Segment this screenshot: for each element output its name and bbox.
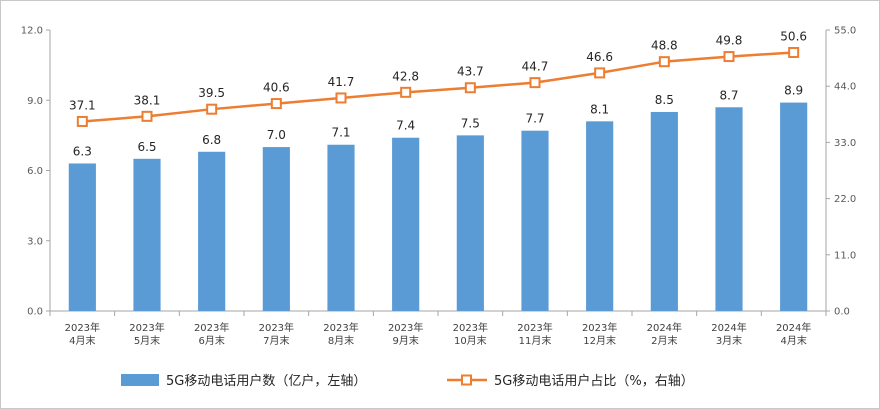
x-tick-label-month: 7月末 <box>263 334 289 347</box>
line-data-label: 42.8 <box>392 69 419 83</box>
right-axis-tick-label: 55.0 <box>834 26 856 37</box>
bar <box>586 121 614 311</box>
bar <box>521 130 549 311</box>
line-marker <box>206 103 218 115</box>
x-tick-label-month: 6月末 <box>198 334 224 347</box>
bar <box>262 147 290 311</box>
line-data-label: 49.8 <box>716 34 743 48</box>
bar-data-label: 7.1 <box>331 126 350 140</box>
bar-data-label: 6.5 <box>137 140 156 154</box>
right-axis-tick-label: 11.0 <box>834 250 856 261</box>
line-marker <box>270 98 282 110</box>
line-marker <box>788 46 800 58</box>
x-tick-label-year: 2023年 <box>194 321 229 334</box>
bar <box>327 144 355 311</box>
x-tick-label-year: 2024年 <box>711 321 746 334</box>
line-data-label: 44.7 <box>522 60 549 74</box>
line-marker <box>141 110 153 122</box>
x-tick-label-year: 2024年 <box>776 321 811 334</box>
x-tick-label-year: 2023年 <box>517 321 552 334</box>
bar-data-label: 6.3 <box>73 144 92 158</box>
line-marker <box>400 86 412 98</box>
x-tick-label-month: 8月末 <box>328 334 354 347</box>
line-marker <box>658 56 670 68</box>
bar-data-label: 8.5 <box>655 93 674 107</box>
line-marker <box>464 82 476 94</box>
left-axis-tick-label: 12.0 <box>21 26 43 37</box>
line-data-label: 41.7 <box>328 75 355 89</box>
bar <box>133 158 161 311</box>
bar <box>780 102 808 311</box>
bar-data-label: 8.1 <box>590 102 609 116</box>
bar-data-label: 7.0 <box>267 128 286 142</box>
x-tick-label-month: 9月末 <box>392 334 418 347</box>
x-tick-label-month: 12月末 <box>583 334 616 347</box>
bar <box>68 163 96 311</box>
line-marker <box>529 77 541 89</box>
bar-data-label: 8.7 <box>719 88 738 102</box>
x-tick-label-year: 2024年 <box>647 321 682 334</box>
bar <box>650 111 678 311</box>
bar <box>715 107 743 312</box>
line-data-label: 50.6 <box>780 29 807 43</box>
x-tick-label-year: 2023年 <box>388 321 423 334</box>
line-marker <box>76 115 88 127</box>
line-data-label: 43.7 <box>457 65 484 79</box>
x-tick-label-year: 2023年 <box>65 321 100 334</box>
left-axis-tick-label: 0.0 <box>27 307 43 318</box>
x-tick-label-month: 4月末 <box>780 334 806 347</box>
bar <box>392 137 420 311</box>
bar-data-label: 7.5 <box>461 116 480 130</box>
line-data-label: 40.6 <box>263 81 290 95</box>
line-data-label: 46.6 <box>586 50 613 64</box>
line-marker <box>594 67 606 79</box>
x-tick-label-month: 4月末 <box>69 334 95 347</box>
bar-data-label: 8.9 <box>784 84 803 98</box>
x-tick-label-year: 2023年 <box>323 321 358 334</box>
line-data-label: 38.1 <box>134 93 161 107</box>
line-data-label: 37.1 <box>69 98 96 112</box>
x-tick-label-month: 2月末 <box>651 334 677 347</box>
x-tick-label-year: 2023年 <box>259 321 294 334</box>
left-axis-tick-label: 3.0 <box>27 236 43 247</box>
bar-data-label: 6.8 <box>202 133 221 147</box>
line-series <box>82 51 794 123</box>
legend-swatch-bar <box>121 374 159 386</box>
x-tick-label-month: 10月末 <box>454 334 487 347</box>
right-axis-tick-label: 0.0 <box>834 307 850 318</box>
x-tick-label-year: 2023年 <box>582 321 617 334</box>
right-axis-tick-label: 44.0 <box>834 82 856 93</box>
bar-data-label: 7.4 <box>396 119 415 133</box>
left-axis-tick-label: 9.0 <box>27 96 43 107</box>
x-tick-label-month: 11月末 <box>519 334 552 347</box>
right-axis-tick-label: 33.0 <box>834 138 856 149</box>
line-marker <box>723 51 735 63</box>
bar <box>456 135 484 311</box>
line-marker <box>335 92 347 104</box>
legend-swatch-marker <box>461 374 472 386</box>
line-data-label: 39.5 <box>198 86 225 100</box>
legend-label-line: 5G移动电话用户占比（%，右轴） <box>494 373 694 389</box>
bar-data-label: 7.7 <box>525 112 544 126</box>
legend-label-bar: 5G移动电话用户数（亿户，左轴） <box>166 373 366 389</box>
x-tick-label-year: 2023年 <box>453 321 488 334</box>
x-tick-label-month: 5月末 <box>134 334 160 347</box>
right-axis-tick-label: 22.0 <box>834 194 856 205</box>
bar <box>198 151 226 311</box>
x-tick-label-month: 3月末 <box>716 334 742 347</box>
line-data-label: 48.8 <box>651 39 678 53</box>
left-axis-tick-label: 6.0 <box>27 166 43 177</box>
x-tick-label-year: 2023年 <box>129 321 164 334</box>
